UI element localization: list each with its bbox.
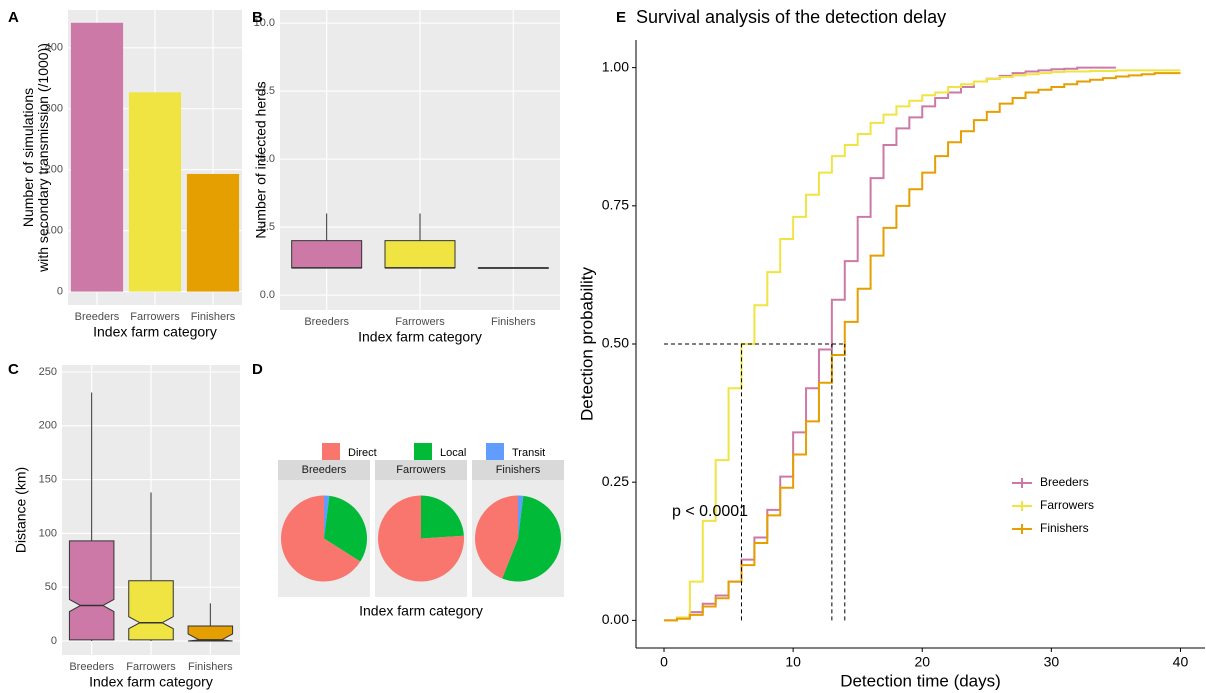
pie-slice	[324, 495, 330, 539]
strip-label: Breeders	[302, 464, 347, 476]
pie-slice	[502, 495, 561, 582]
x-tick-label: Finishers	[491, 316, 536, 328]
x-tick-label: 20	[914, 654, 930, 670]
y-tick-label: 10.0	[254, 17, 275, 29]
annotation: p < 0.0001	[672, 503, 748, 520]
y-axis-title: Number of simulations	[20, 88, 36, 227]
panel-tag: E	[616, 9, 626, 26]
strip	[472, 460, 564, 480]
y-tick-label: 5.0	[260, 153, 275, 165]
survival-curve	[664, 72, 1181, 622]
x-tick-label: Farrowers	[130, 311, 180, 323]
x-tick-label: Finishers	[191, 311, 236, 323]
y-tick-label: 200	[39, 420, 57, 432]
box	[291, 240, 363, 269]
y-tick-label: 250	[39, 366, 57, 378]
strip-label: Finishers	[496, 464, 541, 476]
box	[68, 540, 115, 641]
panel-tag: D	[252, 361, 263, 378]
strip	[375, 460, 467, 480]
bar	[70, 22, 124, 292]
y-tick-label: 0.0	[260, 289, 275, 301]
pie-slice	[280, 495, 361, 582]
y-tick-label: 0.25	[602, 473, 629, 489]
panel-tag: A	[8, 9, 19, 26]
y-axis-title: with secondary transmission (/1000))	[35, 43, 51, 273]
x-tick-label: Breeders	[75, 311, 120, 323]
pie-slice	[474, 495, 518, 579]
x-tick-label: Breeders	[69, 661, 114, 673]
x-tick-label: Farrowers	[126, 661, 176, 673]
x-tick-label: 40	[1173, 654, 1189, 670]
legend-swatch	[414, 443, 432, 461]
x-axis-title: Detection time (days)	[840, 671, 1001, 690]
legend-swatch	[322, 443, 340, 461]
bar	[128, 92, 182, 292]
x-tick-label: 10	[785, 654, 801, 670]
x-axis-title: Index farm category	[359, 603, 483, 619]
legend-label: Transit	[512, 447, 545, 459]
x-axis-title: Index farm category	[358, 329, 482, 345]
legend-label: Farrowers	[1040, 498, 1094, 512]
y-axis-title: Distance (km)	[13, 467, 29, 553]
y-tick-label: 100	[39, 527, 57, 539]
legend-label: Local	[440, 447, 466, 459]
y-axis-title: Detection probability	[577, 266, 596, 421]
legend-label: Breeders	[1040, 475, 1089, 489]
pie-slice	[324, 495, 367, 562]
y-tick-label: 0.00	[602, 611, 629, 627]
y-tick-label: 2.5	[260, 221, 275, 233]
y-axis-title: Number of infected herds	[253, 81, 269, 238]
x-axis-title: Index farm category	[93, 324, 217, 340]
pie-slice	[518, 495, 524, 539]
y-tick-label: 0.50	[602, 335, 629, 351]
y-tick-label: 7.5	[260, 85, 275, 97]
chart-title: Survival analysis of the detection delay	[636, 7, 946, 27]
strip-label: Farrowers	[396, 464, 446, 476]
y-tick-label: 150	[39, 474, 57, 486]
legend-swatch	[486, 443, 504, 461]
y-tick-label: 100	[45, 225, 63, 237]
box	[128, 580, 174, 641]
legend-label: Finishers	[1040, 521, 1089, 535]
x-axis-title: Index farm category	[89, 674, 213, 690]
survival-curve	[664, 66, 1116, 622]
y-tick-label: 1.00	[602, 58, 629, 74]
x-tick-label: 30	[1044, 654, 1060, 670]
y-tick-label: 0	[57, 285, 63, 297]
y-tick-label: 0.75	[602, 197, 629, 213]
panel-tag: B	[252, 9, 263, 26]
y-tick-label: 0	[51, 635, 57, 647]
panel-tag: C	[8, 361, 19, 378]
y-tick-label: 50	[45, 581, 57, 593]
y-tick-label: 300	[45, 103, 63, 115]
y-tick-label: 200	[45, 164, 63, 176]
y-tick-label: 400	[45, 42, 63, 54]
box	[384, 240, 456, 269]
x-tick-label: Farrowers	[395, 316, 445, 328]
box	[187, 625, 234, 642]
pie-slice	[421, 495, 464, 539]
pie-slice	[378, 495, 464, 582]
x-tick-label: Finishers	[188, 661, 233, 673]
strip	[278, 460, 370, 480]
x-tick-label: Breeders	[304, 316, 349, 328]
legend-label: Direct	[348, 447, 377, 459]
x-tick-label: 0	[660, 654, 668, 670]
bar	[186, 173, 240, 292]
